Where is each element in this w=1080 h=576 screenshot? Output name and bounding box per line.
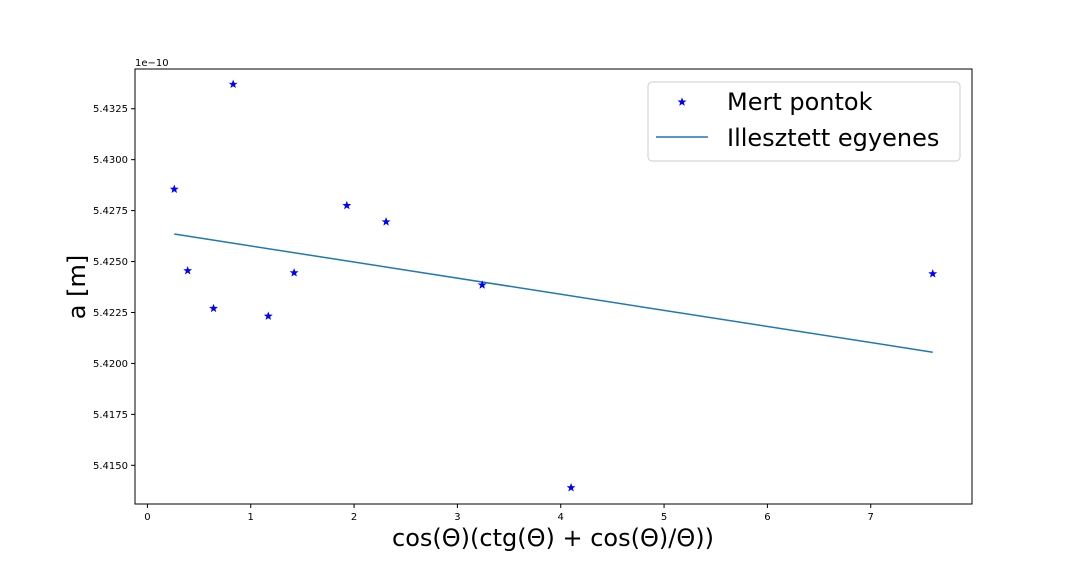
data-point: [169, 184, 179, 193]
x-tick-label: 1: [248, 512, 254, 523]
legend-box: [647, 81, 961, 162]
data-point: [263, 311, 273, 320]
legend-label-mert-pontok: Mert pontok: [727, 88, 873, 116]
x-tick-label: 2: [351, 512, 357, 523]
data-point: [566, 483, 576, 492]
x-tick-label: 5: [661, 512, 667, 523]
y-tick-label: 5.4250: [93, 257, 128, 268]
x-tick-label: 4: [558, 512, 564, 523]
y-tick-label: 5.4325: [93, 104, 128, 115]
legend-marker-mert-pontok: [677, 97, 687, 106]
y-tick-label: 5.4225: [93, 308, 128, 319]
y-axis-label: a [m]: [63, 255, 91, 319]
data-point: [477, 280, 487, 289]
data-point: [928, 269, 938, 278]
legend-label-illesztett-egyenes: Illesztett egyenes: [727, 124, 939, 152]
x-tick-label: 6: [764, 512, 770, 523]
y-tick-label: 5.4150: [93, 461, 128, 472]
x-tick-label: 3: [454, 512, 460, 523]
data-points-layer: [169, 79, 938, 492]
data-point: [289, 268, 299, 277]
fit-line-layer: [174, 233, 933, 353]
legend-star-icon: [677, 97, 687, 106]
plot-frame: [134, 68, 973, 505]
fit-line: [174, 233, 933, 353]
x-axis: 0 1 2 3 4 5 6 7: [144, 504, 874, 523]
data-point: [381, 217, 391, 226]
y-tick-label: 5.4275: [93, 206, 128, 217]
data-point: [209, 303, 218, 313]
y-offset-label: 1e−10: [135, 58, 169, 69]
x-tick-label: 0: [144, 512, 150, 523]
x-tick-label: 7: [868, 512, 874, 523]
y-tick-label: 5.4175: [93, 410, 128, 421]
x-axis-label: cos(Θ)(ctg(Θ) + cos(Θ)/Θ)): [392, 524, 714, 552]
y-tick-label: 5.4200: [93, 359, 128, 370]
data-point: [342, 200, 352, 210]
legend: Mert pontok Illesztett egyenes: [647, 81, 961, 162]
y-tick-label: 5.4300: [93, 155, 128, 166]
data-point: [228, 79, 238, 89]
y-axis: 5.4150 5.4175 5.4200 5.4225 5.4250 5.4275 5.43…: [93, 104, 135, 472]
data-point: [183, 266, 193, 275]
